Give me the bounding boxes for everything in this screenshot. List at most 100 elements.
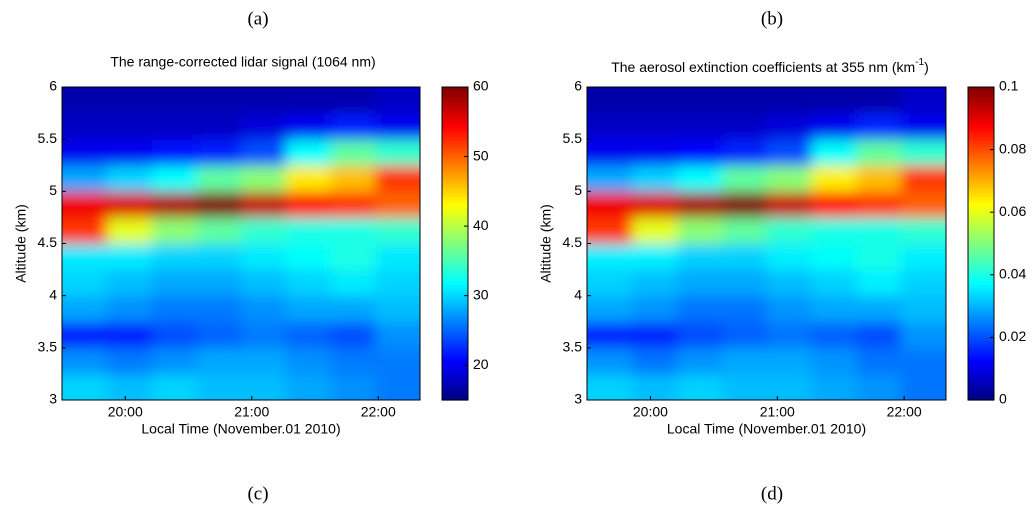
colorbar-segment <box>968 202 994 207</box>
heatmap-cell <box>856 217 902 244</box>
heatmap-cell <box>375 87 420 114</box>
heatmap-cell <box>62 373 108 400</box>
heatmap-cell <box>677 165 723 192</box>
heatmap-cell <box>677 321 723 349</box>
title-main: The aerosol extinction coefficients at 3… <box>611 59 915 75</box>
heatmap-cell <box>62 269 108 297</box>
colorbar-segment <box>442 224 468 229</box>
colorbar-segment <box>442 180 468 185</box>
heatmap-cell <box>811 139 858 166</box>
colorbar-segment <box>968 353 994 357</box>
colorbar-segment <box>442 309 468 313</box>
colorbar-segment <box>968 174 994 179</box>
heatmap-cell <box>62 347 108 375</box>
colorbar-segment <box>968 337 994 342</box>
colorbar-segment <box>968 356 994 360</box>
heatmap-cell <box>677 295 723 323</box>
heatmap-cell <box>62 87 108 114</box>
heatmap-cell <box>722 191 767 218</box>
heatmap-cell <box>722 165 767 192</box>
heatmap-cell <box>766 269 813 297</box>
colorbar-segment <box>442 177 468 182</box>
colorbar-segment <box>442 290 468 295</box>
y-tick-label: 4.5 <box>563 234 583 250</box>
colorbar-segment <box>968 299 994 304</box>
heatmap-cell <box>196 295 242 323</box>
caption: (b) <box>761 8 783 29</box>
colorbar-tick-label: 0.04 <box>999 266 1026 282</box>
colorbar-segment <box>968 243 994 248</box>
colorbar-segment <box>968 274 994 279</box>
colorbar-segment <box>968 121 994 126</box>
colorbar-segment <box>442 149 468 154</box>
heatmap-cell <box>196 113 242 140</box>
colorbar-segment <box>442 130 468 135</box>
heatmap-cell <box>62 321 108 349</box>
heatmap-cell <box>677 87 723 114</box>
colorbar-segment <box>968 199 994 204</box>
colorbar-segment <box>968 378 994 382</box>
heatmap-cell <box>900 295 946 323</box>
heatmap-cell <box>900 217 946 244</box>
colorbar-segment <box>442 268 468 273</box>
colorbar-segment <box>442 343 468 348</box>
heatmap-cell <box>196 321 242 349</box>
colorbar-segment <box>442 99 468 104</box>
x-tick-label: 20:00 <box>633 404 668 420</box>
colorbar-segment <box>442 299 468 304</box>
colorbar-segment <box>968 365 994 370</box>
colorbar-segment <box>442 133 468 138</box>
colorbar-segment <box>968 387 994 392</box>
heatmap-cell <box>375 347 420 375</box>
heatmap-cell <box>151 347 198 375</box>
heatmap-cell <box>900 321 946 349</box>
heatmap-cell <box>285 139 332 166</box>
heatmap-cell <box>632 165 678 192</box>
colorbar-segment <box>442 249 468 254</box>
heatmap-cell <box>677 269 723 297</box>
colorbar-segment <box>442 212 468 216</box>
colorbar-segment <box>968 177 994 182</box>
colorbar-segment <box>968 112 994 116</box>
heatmap-cell <box>196 269 242 297</box>
heatmap-cell <box>106 373 153 400</box>
y-tick-label: 4 <box>49 286 57 302</box>
heatmap-cell <box>587 321 633 349</box>
colorbar-segment <box>968 393 994 398</box>
heatmap-cell <box>722 269 767 297</box>
colorbar-segment <box>442 374 468 379</box>
colorbar-segment <box>442 287 468 292</box>
colorbar-segment <box>968 262 994 267</box>
colorbar-segment <box>968 281 994 285</box>
heatmap-cell <box>241 113 287 140</box>
colorbar-segment <box>442 262 468 267</box>
heatmap-cell <box>587 269 633 297</box>
heatmap-field <box>62 87 420 400</box>
heatmap-cell <box>856 321 902 349</box>
colorbar-segment <box>442 152 468 157</box>
colorbar-segment <box>968 324 994 329</box>
y-tick-label: 5 <box>574 182 582 198</box>
heatmap-cell <box>677 113 723 140</box>
heatmap-cell <box>375 217 420 244</box>
colorbar-segment <box>442 384 468 389</box>
heatmap-cell <box>241 217 287 244</box>
heatmap-cell <box>856 113 902 140</box>
plot-area <box>62 87 420 400</box>
colorbar-segment <box>442 227 468 232</box>
colorbar-segment <box>442 284 468 288</box>
colorbar-segment <box>968 284 994 288</box>
heatmap-cell <box>241 373 287 400</box>
colorbar-segment <box>968 227 994 232</box>
colorbar-segment <box>442 146 468 151</box>
colorbar-segment <box>442 118 468 123</box>
colorbar-segment <box>442 337 468 342</box>
heatmap-cell <box>196 87 242 114</box>
heatmap-cell <box>196 191 242 218</box>
colorbar-segment <box>442 368 468 373</box>
colorbar-segment <box>968 318 994 323</box>
colorbar-segment <box>442 302 468 307</box>
y-tick-label: 4 <box>574 286 582 302</box>
colorbar-tick-label: 40 <box>473 217 489 233</box>
heatmap-cell <box>106 321 153 349</box>
